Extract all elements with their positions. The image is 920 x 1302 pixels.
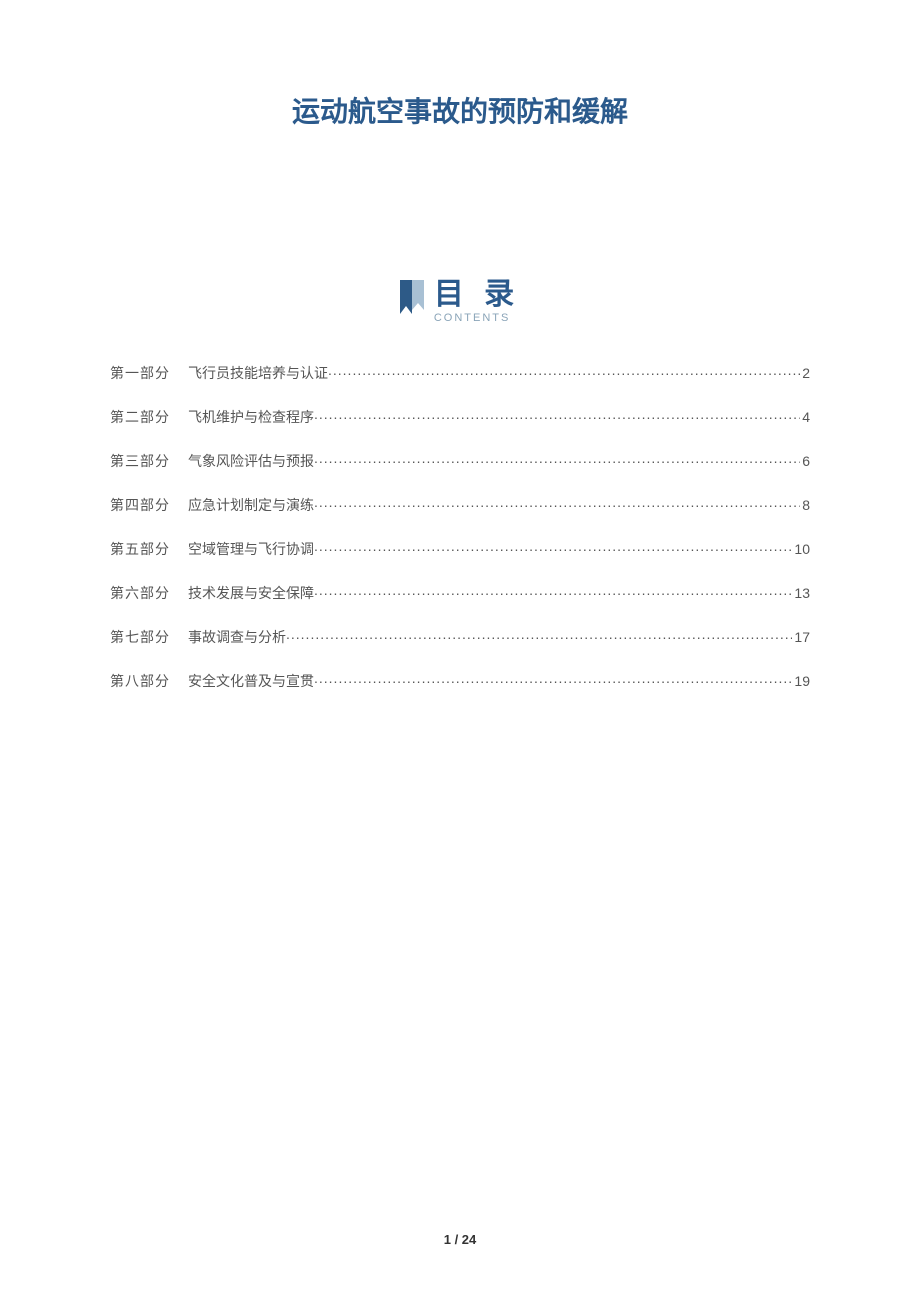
toc-entry[interactable]: 第八部分 安全文化普及与宣贯 19 [110, 671, 810, 691]
toc-page-number: 10 [792, 541, 810, 557]
page-container: 运动航空事故的预防和缓解 目 录 CONTENTS 第一部分 飞行员技能培养与认… [0, 0, 920, 1302]
toc-header: 目 录 CONTENTS [110, 280, 810, 325]
toc-entry[interactable]: 第四部分 应急计划制定与演练 8 [110, 495, 810, 515]
toc-section-label: 飞机维护与检查程序 [188, 407, 314, 427]
toc-list: 第一部分 飞行员技能培养与认证 2 第二部分 飞机维护与检查程序 4 第三部分 … [110, 363, 810, 691]
toc-page-number: 19 [792, 673, 810, 689]
footer-separator: / [451, 1232, 462, 1247]
toc-section-label: 气象风险评估与预报 [188, 451, 314, 471]
toc-part-label: 第一部分 [110, 363, 170, 383]
toc-dots [314, 584, 792, 598]
document-title: 运动航空事故的预防和缓解 [110, 90, 810, 130]
footer-current-page: 1 [444, 1232, 451, 1247]
toc-entry[interactable]: 第一部分 飞行员技能培养与认证 2 [110, 363, 810, 383]
toc-title-group: 目 录 CONTENTS [434, 280, 520, 324]
toc-part-label: 第五部分 [110, 539, 170, 559]
toc-section-label: 事故调查与分析 [188, 627, 286, 647]
toc-section-label: 空域管理与飞行协调 [188, 539, 314, 559]
toc-part-label: 第八部分 [110, 671, 170, 691]
toc-part-label: 第三部分 [110, 451, 170, 471]
toc-part-label: 第七部分 [110, 627, 170, 647]
toc-dots [314, 408, 800, 422]
toc-dots [314, 540, 792, 554]
toc-entry[interactable]: 第七部分 事故调查与分析 17 [110, 627, 810, 647]
toc-entry[interactable]: 第六部分 技术发展与安全保障 13 [110, 583, 810, 603]
toc-entry[interactable]: 第三部分 气象风险评估与预报 6 [110, 451, 810, 471]
toc-dots [286, 628, 792, 642]
toc-entry[interactable]: 第五部分 空域管理与飞行协调 10 [110, 539, 810, 559]
toc-page-number: 6 [800, 453, 810, 469]
toc-section-label: 技术发展与安全保障 [188, 583, 314, 603]
footer-total-pages: 24 [462, 1232, 476, 1247]
toc-part-label: 第六部分 [110, 583, 170, 603]
page-footer: 1 / 24 [0, 1232, 920, 1247]
toc-title-en: CONTENTS [434, 312, 511, 324]
toc-dots [314, 672, 792, 686]
toc-section-label: 安全文化普及与宣贯 [188, 671, 314, 691]
toc-page-number: 2 [800, 365, 810, 381]
toc-bookmark-icon [400, 280, 426, 325]
toc-title-cn: 目 录 [434, 280, 520, 310]
toc-page-number: 8 [800, 497, 810, 513]
toc-part-label: 第二部分 [110, 407, 170, 427]
toc-dots [328, 364, 800, 378]
toc-page-number: 4 [800, 409, 810, 425]
toc-page-number: 13 [792, 585, 810, 601]
toc-section-label: 应急计划制定与演练 [188, 495, 314, 515]
toc-dots [314, 496, 800, 510]
toc-section-label: 飞行员技能培养与认证 [188, 363, 328, 383]
toc-dots [314, 452, 800, 466]
toc-part-label: 第四部分 [110, 495, 170, 515]
toc-entry[interactable]: 第二部分 飞机维护与检查程序 4 [110, 407, 810, 427]
toc-page-number: 17 [792, 629, 810, 645]
